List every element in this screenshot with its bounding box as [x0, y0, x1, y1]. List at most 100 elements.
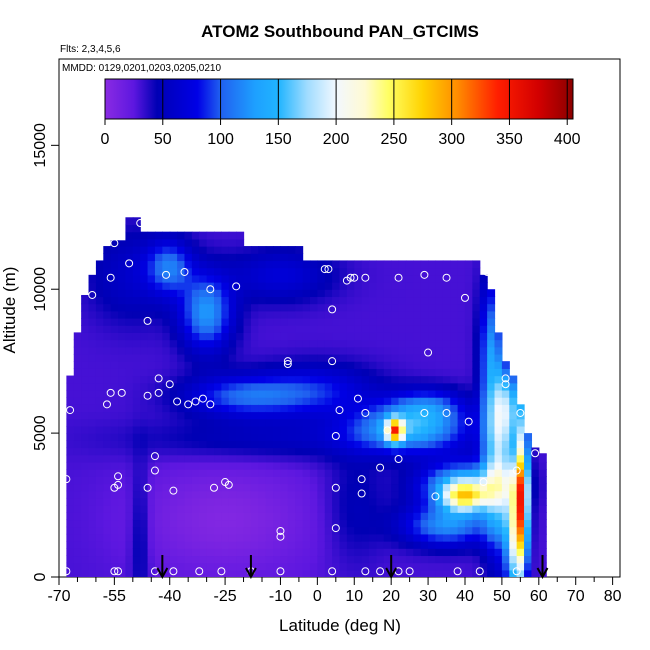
heatmap-cell	[383, 296, 392, 305]
heatmap-cell	[413, 353, 422, 362]
heatmap-cell	[147, 274, 156, 283]
sample-point	[361, 408, 370, 417]
heatmap-cell	[317, 526, 326, 535]
sample-point	[453, 567, 462, 576]
heatmap-cell	[472, 368, 481, 377]
heatmap-cell	[524, 548, 533, 557]
heatmap-cell	[457, 418, 466, 427]
heatmap-cell	[95, 389, 104, 398]
heatmap-cell	[450, 569, 459, 577]
heatmap-cell	[479, 476, 488, 485]
heatmap-cell	[258, 296, 267, 305]
heatmap-cell	[221, 231, 230, 240]
heatmap-cell	[479, 303, 488, 312]
heatmap-cell	[509, 469, 518, 477]
heatmap-cell	[236, 303, 245, 312]
heatmap-cell	[420, 404, 429, 413]
heatmap-cell	[191, 289, 200, 298]
heatmap-cell	[494, 397, 503, 405]
heatmap-cell	[413, 382, 422, 391]
heatmap-cell	[140, 325, 149, 333]
heatmap-cell	[162, 425, 171, 434]
heatmap-cell	[273, 562, 282, 571]
heatmap-cell	[524, 447, 533, 456]
heatmap-cell	[472, 562, 481, 571]
heatmap-cell	[405, 332, 414, 341]
heatmap-cell	[428, 318, 437, 326]
heatmap-cell	[435, 411, 444, 420]
heatmap-cell	[228, 289, 237, 298]
heatmap-cell	[369, 361, 378, 369]
heatmap-cell	[339, 490, 348, 499]
heatmap-cell	[73, 411, 82, 420]
heatmap-cell	[250, 569, 259, 577]
heatmap-cell	[199, 246, 208, 254]
heatmap-cell	[132, 433, 141, 441]
heatmap-cell	[206, 353, 215, 362]
heatmap-cell	[376, 497, 385, 506]
heatmap-cell	[398, 389, 407, 398]
heatmap-cell	[376, 418, 385, 427]
heatmap-cell	[250, 454, 259, 463]
heatmap-cell	[88, 346, 97, 355]
heatmap-cell	[199, 569, 208, 577]
heatmap-cell	[154, 433, 163, 441]
heatmap-cell	[214, 461, 222, 470]
heatmap-cell	[103, 476, 112, 485]
heatmap-cell	[206, 476, 215, 485]
heatmap-cell	[140, 339, 149, 348]
heatmap-cell	[147, 505, 156, 513]
heatmap-cell	[243, 512, 252, 521]
heatmap-cell	[494, 389, 503, 398]
heatmap-cell	[88, 332, 97, 341]
heatmap-cell	[487, 433, 496, 441]
heatmap-cell	[538, 512, 547, 521]
heatmap-cell	[487, 332, 496, 341]
heatmap-cell	[258, 246, 267, 254]
heatmap-cell	[206, 440, 215, 449]
heatmap-cell	[243, 246, 252, 254]
heatmap-cell	[258, 389, 267, 398]
heatmap-cell	[258, 282, 267, 290]
heatmap-cell	[221, 512, 230, 521]
heatmap-cell	[81, 382, 90, 391]
heatmap-cell	[214, 418, 222, 427]
heatmap-cell	[324, 404, 333, 413]
heatmap-cell	[501, 375, 510, 384]
heatmap-cell	[309, 303, 318, 312]
heatmap-cell	[258, 461, 267, 470]
heatmap-cell	[265, 541, 274, 549]
heatmap-cell	[265, 325, 274, 333]
heatmap-cell	[435, 310, 444, 319]
heatmap-cell	[132, 519, 141, 528]
heatmap-cell	[184, 361, 193, 369]
heatmap-cell	[88, 469, 97, 477]
heatmap-cell	[214, 404, 222, 413]
heatmap-cell	[228, 569, 237, 577]
heatmap-cell	[464, 274, 473, 283]
sample-point	[276, 526, 285, 535]
heatmap-cell	[428, 555, 437, 564]
heatmap-cell	[442, 476, 451, 485]
heatmap-cell	[309, 332, 318, 341]
sample-point	[531, 449, 540, 458]
heatmap-cell	[125, 490, 134, 499]
heatmap-cell	[199, 267, 208, 276]
heatmap-cell	[413, 289, 422, 298]
heatmap-cell	[450, 318, 459, 326]
heatmap-cell	[221, 490, 230, 499]
sample-point	[165, 380, 174, 389]
heatmap-cell	[280, 303, 289, 312]
heatmap-cell	[501, 505, 510, 513]
heatmap-cell	[154, 526, 163, 535]
x-tick-label-12: 70	[567, 588, 585, 605]
heatmap-cell	[376, 548, 385, 557]
heatmap-cell	[250, 389, 259, 398]
heatmap-cell	[309, 476, 318, 485]
sample-point	[191, 397, 200, 406]
heatmap-cell	[324, 397, 333, 405]
heatmap-cell	[95, 267, 104, 276]
heatmap-cell	[88, 282, 97, 290]
heatmap-cell	[95, 375, 104, 384]
heatmap-cell	[339, 555, 348, 564]
